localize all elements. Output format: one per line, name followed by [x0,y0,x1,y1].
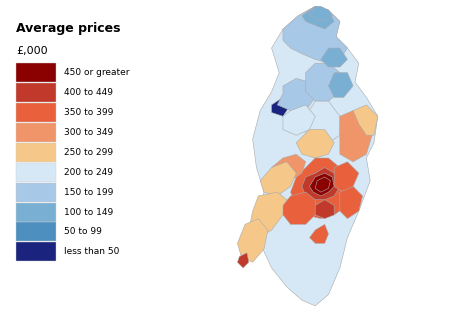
Bar [16,163,56,182]
Text: 450 or greater: 450 or greater [64,68,129,77]
Polygon shape [353,105,378,135]
Bar [16,123,56,142]
Polygon shape [315,177,330,192]
Text: 300 to 349: 300 to 349 [64,128,113,137]
Text: £,000: £,000 [16,46,47,56]
Polygon shape [315,200,334,219]
Bar [16,83,56,102]
Polygon shape [291,158,353,219]
Polygon shape [306,101,340,143]
Polygon shape [306,63,340,101]
Polygon shape [328,73,353,97]
Text: 150 to 199: 150 to 199 [64,188,113,197]
Polygon shape [237,253,249,268]
Polygon shape [253,6,378,306]
Polygon shape [277,78,315,111]
Bar [16,103,56,122]
Text: 200 to 249: 200 to 249 [64,168,113,177]
Polygon shape [310,224,328,243]
Polygon shape [302,167,340,200]
Text: 100 to 149: 100 to 149 [64,208,113,216]
Polygon shape [283,105,315,135]
Polygon shape [249,192,287,238]
Bar [16,222,56,241]
Polygon shape [310,173,334,196]
Polygon shape [283,6,347,63]
Text: 250 to 299: 250 to 299 [64,148,113,157]
Bar [16,242,56,261]
Polygon shape [310,6,332,21]
Text: Average prices: Average prices [16,22,120,35]
Polygon shape [237,219,268,262]
Text: less than 50: less than 50 [64,247,119,256]
Polygon shape [272,154,306,181]
Bar [16,63,56,82]
Polygon shape [340,111,372,162]
Text: 350 to 399: 350 to 399 [64,108,113,117]
Bar [16,183,56,202]
Polygon shape [302,6,334,29]
Bar [16,143,56,162]
Polygon shape [260,162,296,196]
Text: 400 to 449: 400 to 449 [64,88,113,97]
Polygon shape [296,130,334,158]
Polygon shape [340,186,363,219]
Polygon shape [321,48,347,67]
Text: 50 to 99: 50 to 99 [64,228,101,236]
Polygon shape [272,97,291,116]
Polygon shape [283,192,315,224]
Bar [16,203,56,222]
Polygon shape [334,162,359,192]
